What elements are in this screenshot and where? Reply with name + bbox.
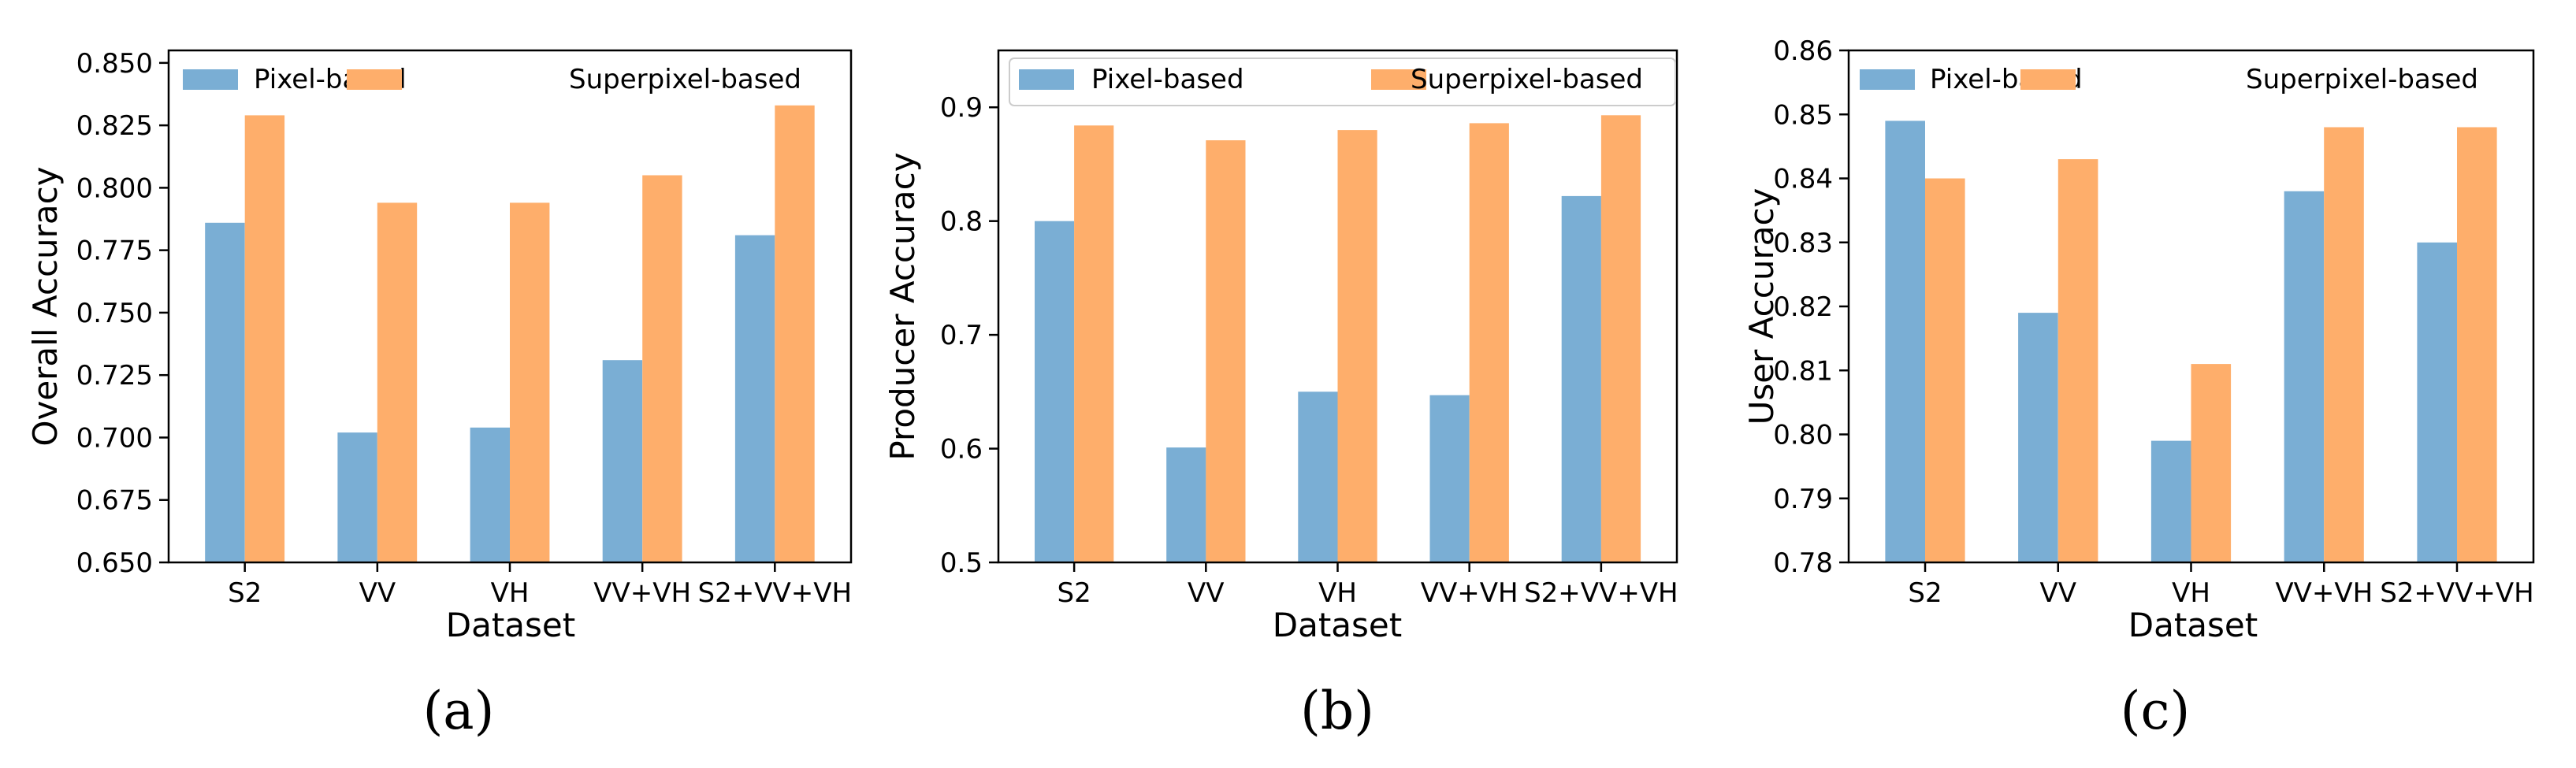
legend-label-pixel-b: Pixel-based: [1091, 64, 1244, 95]
y-tick-label: 0.80: [1773, 420, 1833, 451]
y-tick-label: 0.800: [76, 173, 153, 204]
y-tick-label: 0.6: [940, 434, 983, 466]
x-tick-label: S2+VV+VH: [698, 577, 853, 609]
y-tick-label: 0.725: [76, 360, 153, 391]
legend-swatch-superpixel-b: [1371, 69, 1426, 90]
bar-pixel-vv-vh: [1429, 395, 1470, 562]
bar-superpixel-s2: [244, 115, 285, 562]
x-tick-label: VV+VH: [1421, 577, 1518, 609]
y-axis-label-b: Producer Accuracy: [883, 152, 922, 460]
y-tick-label: 0.650: [76, 547, 153, 579]
bar-pixel-s2: [1035, 221, 1075, 562]
y-tick-label: 0.7: [940, 320, 983, 351]
plot-area-c: 0.78 0.79 0.80 0.81 0.82 0.83 0.84 0.85 0.86 S2 VV…: [1773, 35, 2535, 609]
x-tick-label: S2: [228, 577, 262, 609]
x-axis-label-c: Dataset: [2128, 606, 2258, 644]
y-axis-label-a: Overall Accuracy: [26, 166, 65, 446]
x-tick-label: VH: [1318, 577, 1357, 609]
y-tick-label: 0.8: [940, 206, 983, 238]
x-tick-label: VH: [491, 577, 530, 609]
y-tick-label: 0.700: [76, 422, 153, 454]
y-tick-label: 0.750: [76, 298, 153, 329]
x-axis-label-b: Dataset: [1273, 606, 1402, 644]
bar-superpixel-s2: [1074, 125, 1114, 563]
plot-area-b: 0.5 0.6 0.7 0.8 0.9 S2 VV VH VV+VH S2+VV+VH: [940, 49, 1678, 609]
y-axis-label-c: User Accuracy: [1742, 188, 1781, 425]
y-tick-label: 0.850: [76, 48, 153, 80]
bar-superpixel-vv-vh: [642, 175, 682, 562]
bar-superpixel-vh: [1337, 130, 1377, 563]
y-tick-label: 0.79: [1773, 484, 1833, 515]
y-tick-label: 0.9: [940, 92, 983, 124]
x-tick-label: S2+VV+VH: [2380, 577, 2534, 609]
bar-superpixel-s2-vv-vh: [2457, 127, 2497, 562]
bar-pixel-s2-vv-vh: [734, 235, 775, 562]
panel-b: 0.5 0.6 0.7 0.8 0.9 S2 VV VH VV+VH S2+VV+VH Pixel…: [883, 49, 1678, 741]
legend-label-superpixel-c: Superpixel-based: [2246, 64, 2478, 95]
legend-label-superpixel-a: Superpixel-based: [569, 64, 801, 95]
y-tick-label: 0.675: [76, 485, 153, 517]
bar-superpixel-s2-vv-vh: [1600, 115, 1641, 563]
bar-pixel-s2: [1885, 121, 1925, 562]
bar-superpixel-s2-vv-vh: [775, 105, 815, 563]
bar-superpixel-s2: [1925, 178, 1965, 562]
x-tick-label: S2+VV+VH: [1524, 577, 1678, 609]
y-tick-label: 0.86: [1773, 35, 1833, 67]
legend-swatch-pixel-c: [1860, 69, 1915, 90]
legend-swatch-pixel-b: [1019, 69, 1074, 90]
legend-a: Pixel-based Superpixel-based: [183, 64, 801, 95]
bar-pixel-s2: [205, 222, 245, 562]
bar-superpixel-vv: [1206, 140, 1246, 563]
x-tick-label: S2: [1908, 577, 1942, 609]
x-tick-label: VH: [2172, 577, 2210, 609]
y-tick-label: 0.85: [1773, 99, 1833, 131]
legend-label-superpixel-b: Superpixel-based: [1411, 64, 1643, 95]
y-tick-label: 0.825: [76, 110, 153, 142]
x-tick-label: VV: [2039, 577, 2076, 609]
panel-a: 0.650 0.675 0.700 0.725 0.750 0.775 0.800 0.825…: [26, 48, 853, 741]
legend-swatch-superpixel-a: [347, 69, 402, 90]
y-tick-label: 0.81: [1773, 355, 1833, 387]
y-tick-label: 0.84: [1773, 164, 1833, 195]
bar-pixel-vv: [1166, 447, 1206, 562]
bar-superpixel-vv: [2057, 159, 2098, 562]
legend-c: Pixel-based Superpixel-based: [1860, 64, 2478, 95]
x-tick-label: VV: [1188, 577, 1225, 609]
bar-superpixel-vv-vh: [1469, 123, 1509, 562]
bar-pixel-vh: [470, 427, 510, 562]
bar-pixel-vv: [2018, 313, 2058, 562]
x-axis-label-a: Dataset: [446, 606, 575, 644]
bar-pixel-vh: [1298, 391, 1338, 562]
bar-pixel-vv-vh: [2284, 191, 2325, 563]
bar-superpixel-vv: [377, 202, 418, 562]
y-tick-label: 0.83: [1773, 228, 1833, 259]
plot-area-a: 0.650 0.675 0.700 0.725 0.750 0.775 0.800 0.825…: [76, 48, 853, 609]
legend-frame-b: [1009, 58, 1676, 106]
bar-superpixel-vh: [2191, 364, 2232, 562]
bar-pixel-vv-vh: [602, 360, 643, 562]
x-tick-label: VV+VH: [2275, 577, 2373, 609]
panel-label-c: (c): [2121, 681, 2190, 741]
legend-swatch-superpixel-c: [2020, 69, 2076, 90]
bar-pixel-vv: [337, 432, 377, 562]
bar-pixel-vh: [2150, 440, 2191, 562]
y-tick-label: 0.775: [76, 236, 153, 267]
bar-superpixel-vv-vh: [2324, 127, 2364, 562]
bar-superpixel-vh: [510, 202, 550, 562]
bar-pixel-s2-vv-vh: [2417, 242, 2457, 562]
y-tick-label: 0.5: [940, 547, 983, 579]
x-tick-label: S2: [1058, 577, 1091, 609]
legend-swatch-pixel-a: [183, 69, 238, 90]
x-tick-label: VV+VH: [593, 577, 691, 609]
y-tick-label: 0.78: [1773, 547, 1833, 579]
legend-b: Pixel-based Superpixel-based: [1009, 58, 1676, 106]
x-tick-label: VV: [359, 577, 396, 609]
panel-label-a: (a): [423, 681, 495, 741]
panel-c: 0.78 0.79 0.80 0.81 0.82 0.83 0.84 0.85 0.86 S2 VV…: [1742, 35, 2535, 741]
y-tick-label: 0.82: [1773, 291, 1833, 323]
panel-label-b: (b): [1300, 681, 1374, 741]
bar-pixel-s2-vv-vh: [1561, 195, 1601, 562]
